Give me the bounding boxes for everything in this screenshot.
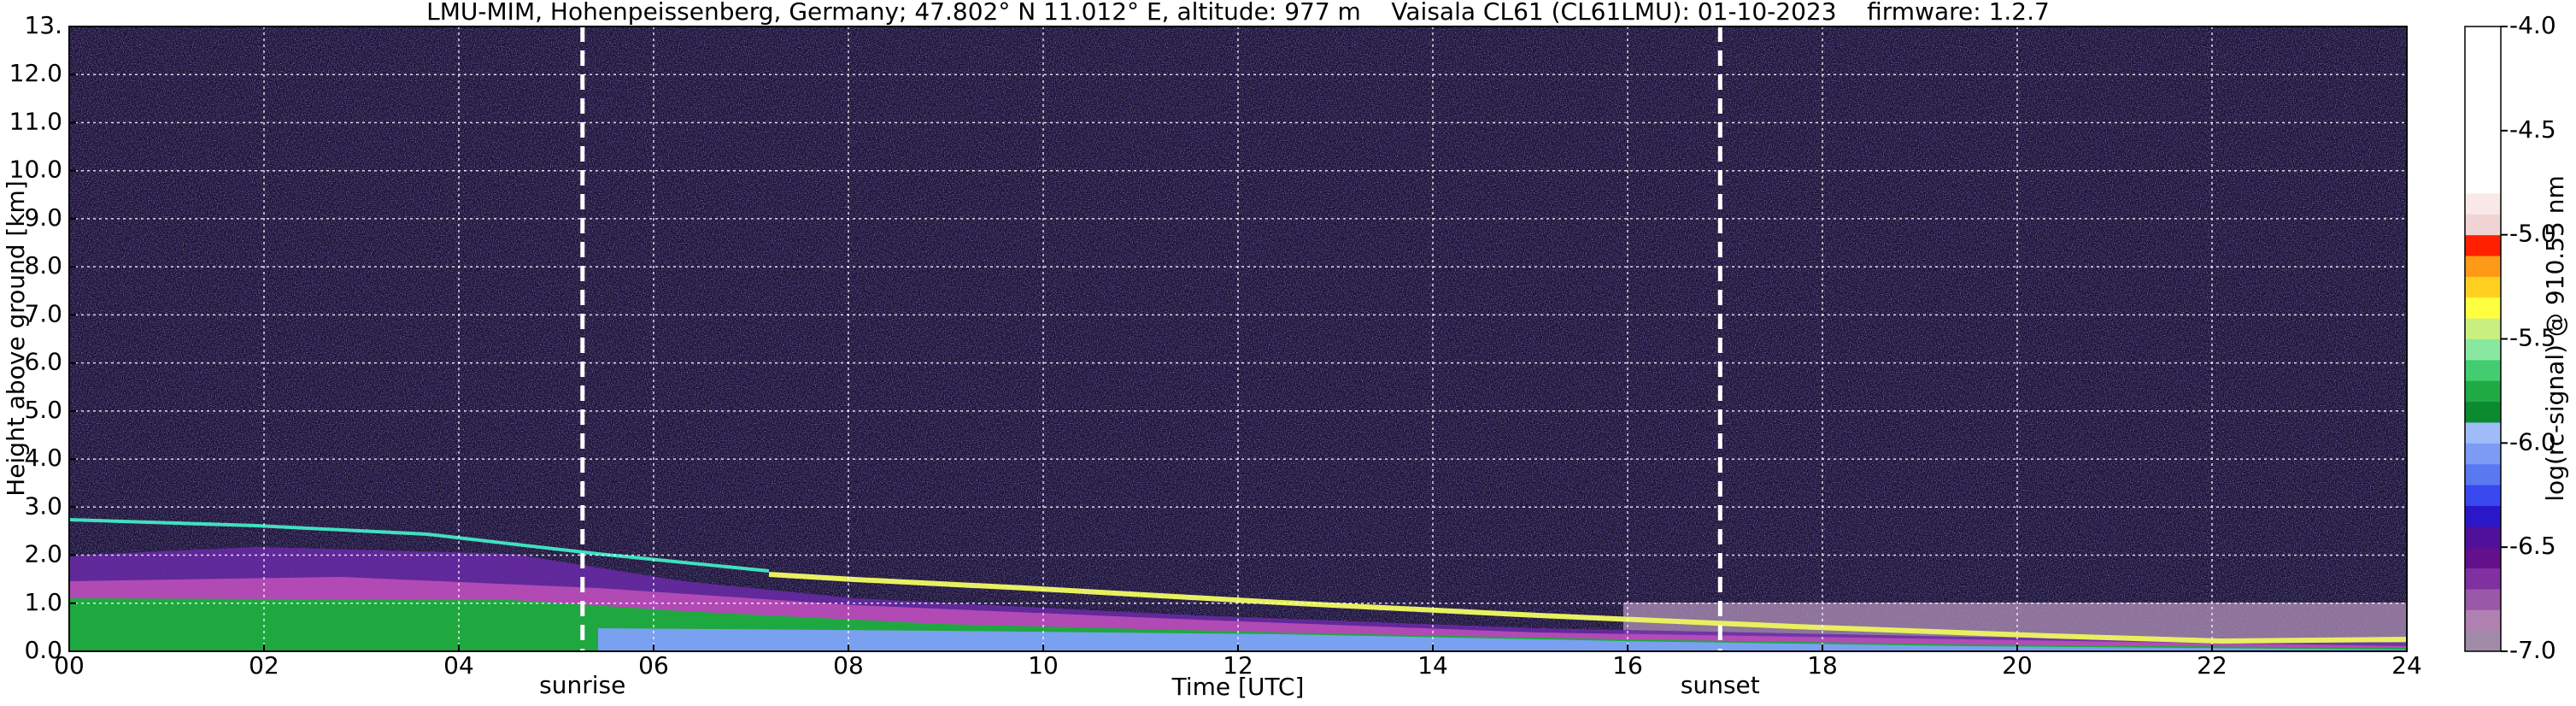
- colorbar-segment: [2465, 214, 2501, 236]
- y-tick-label: 12.0: [9, 59, 62, 87]
- y-tick-label: 10.0: [9, 156, 62, 184]
- colorbar-segment: [2465, 68, 2501, 90]
- colorbar-segment: [2465, 547, 2501, 569]
- x-tick-label: 00: [54, 651, 85, 680]
- colorbar-segment: [2465, 130, 2501, 152]
- colorbar-tick-label: -4.5: [2509, 115, 2556, 144]
- colorbar-segment: [2465, 401, 2501, 423]
- x-tick-label: 20: [2002, 651, 2033, 680]
- y-tick-label: 13.: [24, 11, 62, 39]
- x-tick-label: 18: [1807, 651, 1838, 680]
- colorbar-segment: [2465, 485, 2501, 506]
- colorbar-tick-label: -5.5: [2509, 324, 2556, 352]
- colorbar-segment: [2465, 568, 2501, 590]
- colorbar-segment: [2465, 89, 2501, 110]
- x-tick-label: 22: [2197, 651, 2227, 680]
- y-tick-label: 9.0: [24, 203, 62, 232]
- colorbar-tick-label: -7.0: [2509, 636, 2556, 664]
- y-tick-label: 3.0: [24, 491, 62, 520]
- marks: [580, 26, 1722, 651]
- colorbar-segment: [2465, 421, 2501, 444]
- colorbar-segment: [2465, 338, 2501, 361]
- colorbar-segment: [2465, 318, 2501, 339]
- colorbar-segment: [2465, 256, 2501, 277]
- colorbar-segment: [2465, 505, 2501, 527]
- colorbar-tick-label: -6.0: [2509, 427, 2556, 456]
- x-tick-label: 10: [1028, 651, 1059, 680]
- x-tick-label: 12: [1223, 651, 1253, 680]
- y-tick-label: 11.0: [9, 107, 62, 135]
- colorbar-segment: [2465, 297, 2501, 319]
- x-tick-label: 06: [638, 651, 669, 680]
- colorbar-segment: [2465, 172, 2501, 194]
- colorbar-segment: [2465, 47, 2501, 69]
- y-tick-label: 8.0: [24, 251, 62, 279]
- layer-top: [68, 518, 770, 573]
- x-tick-label: 16: [1612, 651, 1643, 680]
- x-tick-label: 24: [2391, 651, 2422, 680]
- colorbar-segment: [2465, 609, 2501, 632]
- x-axis-label: Time [UTC]: [1171, 673, 1305, 701]
- colorbar-label: log(rc-signal) @ 910.55 nm: [2541, 175, 2569, 501]
- colorbar-segment: [2465, 526, 2501, 548]
- colorbar-segment: [2465, 276, 2501, 298]
- colorbar-segment: [2465, 359, 2501, 381]
- y-tick-label: 7.0: [24, 299, 62, 327]
- y-tick-label: 6.0: [24, 348, 62, 376]
- colorbar-segment: [2465, 234, 2501, 256]
- boundary-layer: [598, 628, 2407, 651]
- y-tick-label: 0.0: [24, 636, 62, 664]
- colorbar-segment: [2465, 443, 2501, 465]
- x-tick-label: 02: [249, 651, 279, 680]
- colorbar-segment: [2465, 151, 2501, 174]
- event-label: sunset: [1681, 671, 1760, 699]
- y-tick-label: 1.0: [24, 588, 62, 616]
- y-tick-label: 5.0: [24, 396, 62, 424]
- colorbar-tick-label: -5.0: [2509, 220, 2556, 248]
- colorbar-tick-label: -6.5: [2509, 532, 2556, 560]
- colorbar-segment: [2465, 26, 2501, 48]
- colorbar-segment: [2465, 109, 2501, 132]
- colorbar-segment: [2465, 192, 2501, 215]
- colorbar-tick-label: -4.0: [2509, 11, 2556, 39]
- colorbar-segment: [2465, 380, 2501, 403]
- x-tick-label: 04: [443, 651, 474, 680]
- y-tick-label: 4.0: [24, 444, 62, 472]
- colorbar-segment: [2465, 588, 2501, 610]
- colorbar-segment: [2465, 630, 2501, 652]
- x-tick-label: 08: [833, 651, 864, 680]
- layer-top: [768, 572, 2408, 644]
- y-axis-label: Height above ground [km]: [2, 180, 30, 497]
- x-tick-label: 14: [1417, 651, 1448, 680]
- event-label: sunrise: [539, 671, 625, 699]
- y-tick-label: 2.0: [24, 540, 62, 568]
- chart-title: LMU-MIM, Hohenpeissenberg, Germany; 47.8…: [426, 0, 2050, 26]
- colorbar-segment: [2465, 463, 2501, 485]
